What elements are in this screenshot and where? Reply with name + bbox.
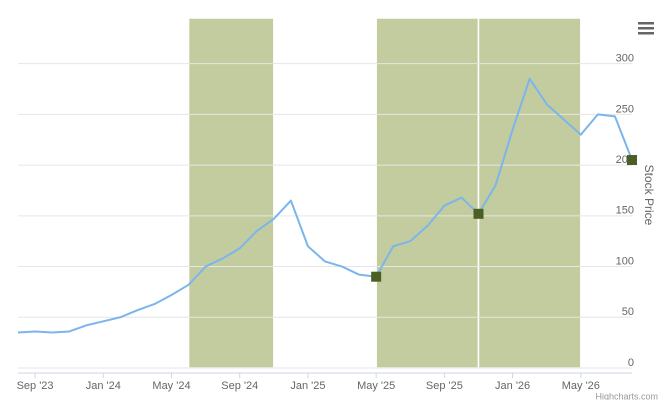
plot-band xyxy=(375,17,480,369)
menu-bar xyxy=(638,32,654,35)
x-tick-label: Sep '23 xyxy=(17,380,54,392)
event-marker xyxy=(627,155,637,166)
y-tick-label: 150 xyxy=(616,205,634,217)
y-tick-label: 250 xyxy=(616,103,634,115)
x-tick-label: May '25 xyxy=(357,380,395,392)
event-marker xyxy=(473,208,484,219)
menu-bar xyxy=(638,27,654,30)
y-tick-label: 100 xyxy=(616,255,634,267)
x-tick-label: Jan '24 xyxy=(86,380,121,392)
markers xyxy=(371,155,637,282)
y-tick-label: 0 xyxy=(628,357,634,369)
x-tick-label: Sep '25 xyxy=(426,380,463,392)
series xyxy=(17,77,633,334)
credits[interactable]: Highcharts.com xyxy=(595,391,658,400)
x-tick-label: May '26 xyxy=(562,380,600,392)
price-line xyxy=(17,77,633,334)
plot-band xyxy=(477,17,582,369)
plot-band xyxy=(187,17,275,369)
y-axis-title: Stock Price xyxy=(642,165,656,226)
plot-bands xyxy=(187,17,582,369)
y-tick-label: 50 xyxy=(622,306,634,318)
x-tick-label: Jan '25 xyxy=(290,380,325,392)
x-tick-label: Jan '26 xyxy=(495,380,530,392)
y-tick-label: 300 xyxy=(616,53,634,65)
x-tick-label: Sep '24 xyxy=(221,380,258,392)
event-marker xyxy=(371,271,382,282)
menu-button[interactable] xyxy=(638,22,654,35)
menu-bar xyxy=(638,22,654,25)
x-tick-label: May '24 xyxy=(152,380,190,392)
